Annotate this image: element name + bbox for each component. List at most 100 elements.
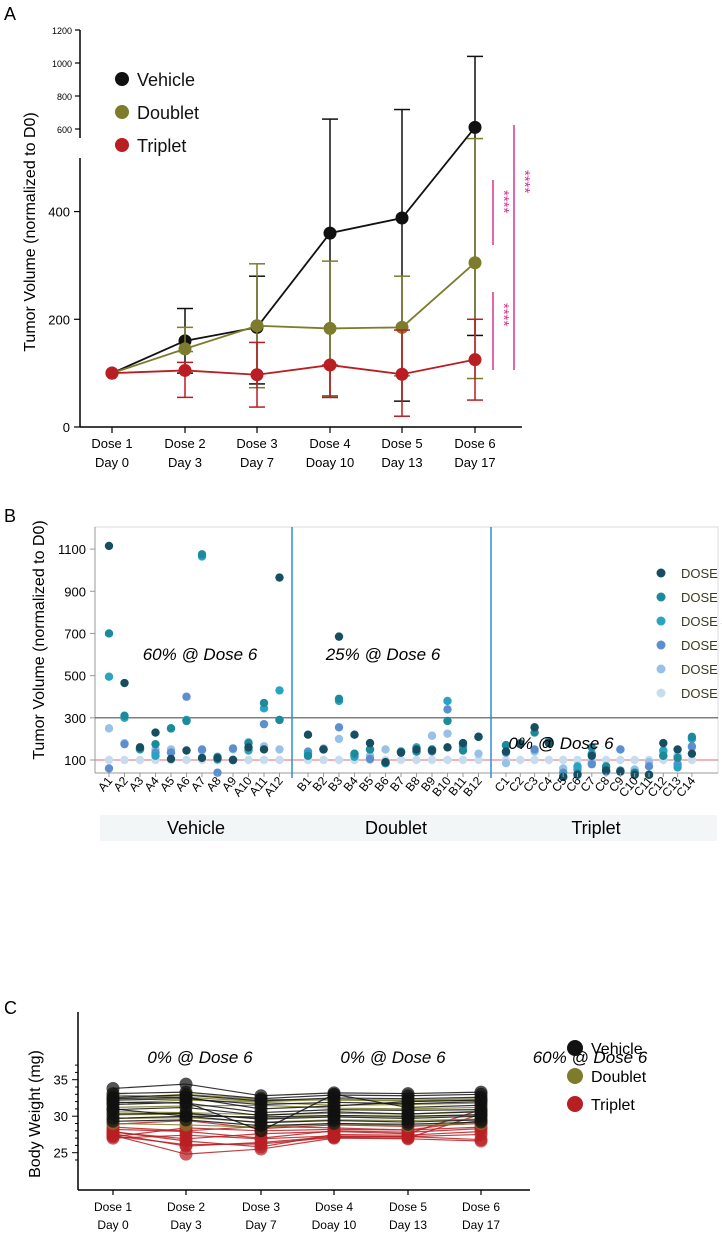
dot-B5-dose-5 bbox=[365, 745, 375, 754]
panel-b: B Tumor Volume (normalized to D0) 100 300… bbox=[4, 506, 722, 1067]
weight-line-triplet bbox=[112, 1134, 482, 1155]
dot-B3-dose-6 bbox=[334, 632, 344, 641]
point-vehicle bbox=[468, 120, 482, 134]
line-doublet bbox=[111, 262, 476, 374]
weight-point-vehicle bbox=[474, 1103, 488, 1117]
dot-B6-dose-6 bbox=[381, 757, 390, 767]
dot-C4-dose-1 bbox=[544, 755, 554, 765]
dot-C9-dose-6 bbox=[616, 767, 625, 776]
panel-c-x-ticks: Dose 1 Day 0 Dose 2 Day 3 Dose 3 Day 7 Dose 4 D… bbox=[94, 1190, 500, 1232]
dot-A12-dose-5 bbox=[275, 715, 284, 725]
panel-b-ytick-label: 500 bbox=[64, 669, 86, 684]
panel-c-xtick-label: Dose 6 bbox=[462, 1200, 500, 1214]
weight-line-vehicle bbox=[112, 1119, 482, 1127]
panel-a-legend: Vehicle Doublet Triplet bbox=[115, 70, 199, 156]
dot-A3-dose-6 bbox=[135, 743, 145, 752]
dot-C13-dose-4 bbox=[673, 763, 682, 772]
panel-c-xtick-label: Day 17 bbox=[462, 1218, 500, 1232]
panel-b-ytick-label: 900 bbox=[64, 584, 86, 599]
point-triplet bbox=[105, 366, 119, 380]
series-triplet bbox=[105, 318, 483, 417]
dot-C6-dose-1 bbox=[573, 755, 582, 765]
dot-A2-dose-5 bbox=[120, 711, 129, 720]
legend-marker-vehicle bbox=[115, 72, 129, 86]
panel-c-xtick-label: Day 7 bbox=[245, 1218, 277, 1232]
weight-line-vehicle bbox=[112, 1096, 482, 1110]
dot-B9-dose-1 bbox=[427, 755, 437, 765]
panel-c-xtick-label: Dose 1 bbox=[94, 1200, 132, 1214]
panel-c-xtick-label: Dose 5 bbox=[389, 1200, 427, 1214]
dot-C10-dose-1 bbox=[630, 755, 639, 765]
dot-B1-dose-5 bbox=[303, 751, 313, 760]
weight-point-vehicle bbox=[179, 1096, 193, 1110]
dot-A5-dose-5 bbox=[166, 724, 176, 733]
dot-A5-dose-3 bbox=[166, 748, 176, 757]
weight-point-triplet bbox=[474, 1127, 488, 1141]
dot-B2-dose-6 bbox=[319, 745, 328, 754]
dot-A11-dose-5 bbox=[259, 698, 269, 708]
group-label-doublet: Doublet bbox=[365, 818, 427, 838]
weight-line-triplet bbox=[112, 1128, 482, 1139]
panel-a-xtick-label: Doay 10 bbox=[306, 455, 354, 470]
dot-B12-dose-1 bbox=[474, 755, 483, 765]
dot-C7-dose-6 bbox=[587, 751, 596, 760]
dot-C2-dose-6 bbox=[516, 739, 525, 749]
weight-line-vehicle bbox=[112, 1108, 482, 1118]
weight-point-vehicle bbox=[401, 1103, 415, 1117]
point-triplet bbox=[178, 363, 192, 377]
panel-a-xtick-label: Dose 1 bbox=[91, 436, 132, 451]
dot-A4-dose-4 bbox=[151, 751, 160, 760]
weight-line-vehicle bbox=[112, 1115, 482, 1124]
dot-B3-dose-5 bbox=[334, 694, 344, 704]
panel-b-xtick-label: B12 bbox=[460, 774, 485, 800]
dot-C12-dose-5 bbox=[659, 751, 668, 760]
group-label-triplet: Triplet bbox=[571, 818, 620, 838]
panel-a-ytick-label: 200 bbox=[48, 312, 70, 327]
panel-a-xtick-label: Dose 5 bbox=[381, 436, 422, 451]
dot-C13-dose-6 bbox=[673, 745, 682, 754]
dot-B1-dose-6 bbox=[303, 730, 313, 739]
dot-A2-dose-1 bbox=[120, 755, 129, 765]
dot-A6-dose-6 bbox=[182, 746, 191, 755]
panel-c-xtick-label: Day 0 bbox=[97, 1218, 129, 1232]
weight-line-vehicle bbox=[112, 1083, 482, 1097]
dot-A8-dose-6 bbox=[213, 753, 222, 763]
legend-c-marker-doublet bbox=[567, 1068, 583, 1084]
weight-point-triplet bbox=[179, 1147, 193, 1161]
point-triplet bbox=[468, 353, 482, 367]
panel-a-y-ticks: 0 200 400 600 800 1000 1200 bbox=[48, 26, 80, 435]
dot-B11-dose-6 bbox=[458, 738, 468, 748]
dot-A7-dose-3 bbox=[197, 745, 207, 754]
dot-C8-dose-1 bbox=[601, 755, 611, 765]
dot-A12-dose-2 bbox=[275, 745, 284, 754]
dot-B8-dose-1 bbox=[412, 755, 421, 765]
dot-A1-dose-6 bbox=[104, 541, 114, 551]
panel-b-xtick-label: A12 bbox=[261, 774, 286, 800]
panel-a-xtick-label: Day 17 bbox=[454, 455, 495, 470]
legend-b-marker-dose-4 bbox=[656, 616, 666, 626]
panel-a-ytick-label: 800 bbox=[57, 92, 72, 102]
dot-A6-dose-1 bbox=[182, 755, 191, 765]
dot-C7-dose-3 bbox=[587, 760, 596, 769]
dot-C14-dose-5 bbox=[687, 732, 697, 742]
weight-line-vehicle bbox=[112, 1106, 482, 1117]
dot-B3-dose-1 bbox=[334, 755, 344, 765]
panel-a: A Tumor Volume (normalized to D0) 0 200 40… bbox=[4, 4, 533, 470]
dot-C3-dose-6 bbox=[530, 723, 539, 732]
panel-c-xtick-label: Day 13 bbox=[389, 1218, 427, 1232]
dot-C14-dose-1 bbox=[687, 755, 697, 765]
sig-stars-3: **** bbox=[516, 170, 533, 194]
dot-C11-dose-3 bbox=[644, 762, 654, 771]
panel-a-xtick-label: Dose 3 bbox=[236, 436, 277, 451]
panel-b-ytick-label: 100 bbox=[64, 753, 86, 768]
dot-B6-dose-2 bbox=[381, 745, 390, 754]
weight-line-triplet bbox=[112, 1133, 482, 1147]
legend-b-label-dose-2: DOSE 2 bbox=[681, 662, 722, 677]
dot-A10-dose-1 bbox=[244, 755, 253, 765]
panel-b-ytick-label: 700 bbox=[64, 626, 86, 641]
dot-B10-dose-6 bbox=[443, 743, 452, 752]
dot-B10-dose-3 bbox=[443, 705, 452, 714]
panel-a-xtick-label: Day 3 bbox=[168, 455, 202, 470]
dot-C3-dose-3 bbox=[530, 745, 539, 754]
sig-stars-1: **** bbox=[495, 190, 512, 214]
